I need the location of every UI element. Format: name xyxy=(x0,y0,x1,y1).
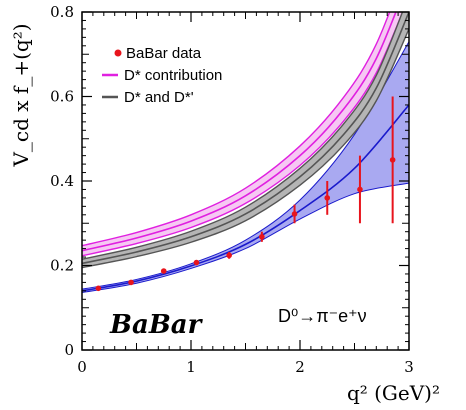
data-point xyxy=(357,186,363,193)
data-point xyxy=(160,268,167,274)
decay-annotation: D⁰→π⁻e⁺ν xyxy=(278,306,367,326)
dstar-dstarprime-band-fill xyxy=(82,12,409,268)
legend: BaBar data D* contribution D* and D*' xyxy=(102,45,222,106)
x-axis-label: q² (GeV)² xyxy=(347,381,440,405)
y-tick-label: 0.2 xyxy=(50,257,74,275)
legend-label: D* and D*' xyxy=(124,89,194,106)
data-point xyxy=(193,259,200,266)
data-point xyxy=(324,195,331,201)
y-axis-label: V_cd x f_+(q²) xyxy=(9,23,33,167)
x-tick-label: 0 xyxy=(77,358,87,376)
data-point xyxy=(95,285,102,292)
legend-label: BaBar data xyxy=(126,45,202,62)
data-point xyxy=(389,157,396,163)
y-tick-label: 0.6 xyxy=(50,88,74,106)
data-point xyxy=(128,279,134,286)
y-tick-label: 0.4 xyxy=(50,172,74,190)
fit-band-lower xyxy=(82,182,409,294)
dstar-band-upper xyxy=(82,12,391,247)
fit-central-line xyxy=(82,104,409,292)
fit-band-fill xyxy=(82,41,409,293)
babar-logo: BaBar xyxy=(109,310,204,340)
dstar-dstarprime-band-upper xyxy=(82,12,404,260)
dstar-band-lower xyxy=(82,12,404,257)
dstar-dstarprime-band-lower xyxy=(82,28,409,269)
dstar-dstarprime-band-center xyxy=(82,12,409,265)
y-tick-label: 0.8 xyxy=(50,3,74,21)
data-point xyxy=(291,211,298,217)
data-point xyxy=(259,233,265,240)
dstar-band-center xyxy=(82,12,397,252)
x-tick-label: 1 xyxy=(186,358,196,376)
x-tick-label: 3 xyxy=(404,358,414,376)
x-tick-label: 2 xyxy=(295,358,305,376)
y-tick-label: 0 xyxy=(64,341,74,359)
legend-marker-data xyxy=(114,49,122,57)
legend-label: D* contribution xyxy=(124,67,222,84)
data-point xyxy=(226,252,232,259)
